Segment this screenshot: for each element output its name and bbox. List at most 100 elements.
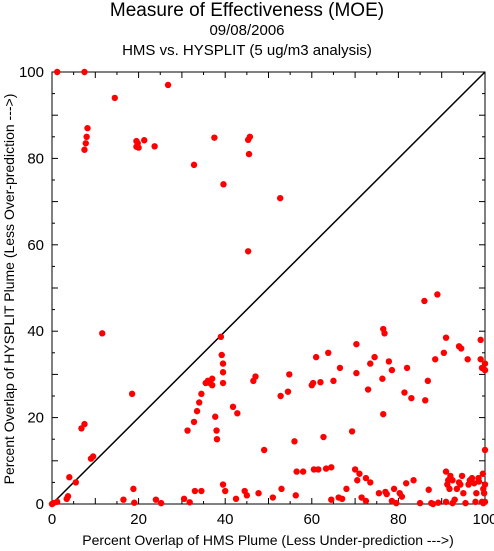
data-point <box>379 375 386 382</box>
data-point <box>435 499 442 506</box>
data-point <box>219 379 227 387</box>
data-point <box>286 371 293 378</box>
data-point <box>442 498 450 506</box>
data-point <box>209 375 216 382</box>
data-point <box>81 146 88 153</box>
data-point <box>82 140 89 147</box>
data-point <box>354 477 361 484</box>
data-point <box>53 498 61 506</box>
data-point <box>84 124 91 132</box>
data-point <box>351 466 359 473</box>
data-point <box>213 427 220 434</box>
data-point <box>191 487 199 495</box>
data-point <box>473 490 480 497</box>
x-tick-label: 100 <box>472 511 494 528</box>
data-point <box>260 446 268 454</box>
data-point <box>460 490 467 497</box>
data-point <box>135 144 142 151</box>
data-point <box>315 466 322 473</box>
data-point <box>468 474 476 482</box>
data-point <box>402 480 410 487</box>
data-point <box>338 495 346 503</box>
data-point <box>244 136 252 144</box>
data-point <box>255 490 262 497</box>
data-point <box>180 495 188 503</box>
data-point <box>222 487 229 495</box>
data-point <box>213 436 221 443</box>
data-point <box>220 181 227 188</box>
data-point <box>234 410 241 417</box>
data-point <box>416 499 424 507</box>
data-point <box>278 485 285 493</box>
data-point <box>480 490 488 497</box>
y-tick-label: 60 <box>27 237 44 254</box>
y-tick-label: 80 <box>27 150 44 167</box>
data-point <box>348 428 356 435</box>
data-point <box>81 68 88 76</box>
data-point <box>481 446 489 454</box>
data-point <box>252 373 259 380</box>
y-axis-label: Percent Overlap of HYSPLIT Plume (Less O… <box>1 94 17 485</box>
data-point <box>425 486 432 493</box>
data-point <box>209 382 216 389</box>
data-point <box>325 349 332 356</box>
data-point <box>111 94 118 102</box>
data-point <box>393 499 400 507</box>
data-point <box>87 455 95 462</box>
data-point <box>464 356 471 363</box>
data-point <box>292 492 299 499</box>
data-point <box>401 389 408 396</box>
data-point <box>291 438 298 445</box>
data-point <box>457 345 465 352</box>
data-point <box>219 481 227 488</box>
data-point <box>458 472 466 480</box>
data-point <box>371 353 378 361</box>
data-point <box>422 397 429 404</box>
x-tick-label: 0 <box>48 511 56 528</box>
data-point <box>442 468 450 475</box>
data-point <box>193 407 201 415</box>
data-point <box>198 390 205 398</box>
data-point <box>477 336 484 344</box>
y-tick-label: 20 <box>27 410 44 427</box>
x-tick-label: 60 <box>303 511 320 528</box>
data-point <box>343 485 350 493</box>
data-point <box>481 360 489 367</box>
data-point <box>367 360 374 367</box>
data-point <box>322 465 330 472</box>
data-point <box>381 330 388 337</box>
data-point <box>157 499 165 507</box>
data-point <box>478 498 486 506</box>
data-point <box>320 433 327 441</box>
chart-subtitle: HMS vs. HYSPLIT (5 ug/m3 analysis) <box>122 42 372 59</box>
data-point <box>120 496 127 503</box>
y-tick-labels: 0 20 40 60 80 100 <box>19 64 44 513</box>
data-point <box>83 133 90 140</box>
data-point <box>196 399 203 406</box>
data-point <box>475 478 483 485</box>
data-point <box>211 134 218 141</box>
data-point <box>243 492 251 499</box>
data-point <box>383 490 390 498</box>
data-point <box>72 479 80 486</box>
data-point <box>63 495 70 503</box>
data-point <box>398 493 406 500</box>
data-point <box>336 364 344 372</box>
data-point <box>356 470 363 477</box>
x-tick-label: 40 <box>217 511 234 528</box>
data-point <box>408 394 415 402</box>
data-point <box>362 474 370 482</box>
data-point <box>449 477 456 484</box>
data-point <box>53 68 61 76</box>
data-point <box>184 427 191 434</box>
data-point <box>190 418 198 426</box>
data-point <box>130 485 137 493</box>
data-point <box>434 291 441 298</box>
data-point <box>353 340 360 348</box>
data-point <box>276 194 284 202</box>
data-point <box>364 386 372 393</box>
data-points <box>48 68 489 508</box>
data-point <box>385 358 393 365</box>
data-point <box>388 366 396 374</box>
